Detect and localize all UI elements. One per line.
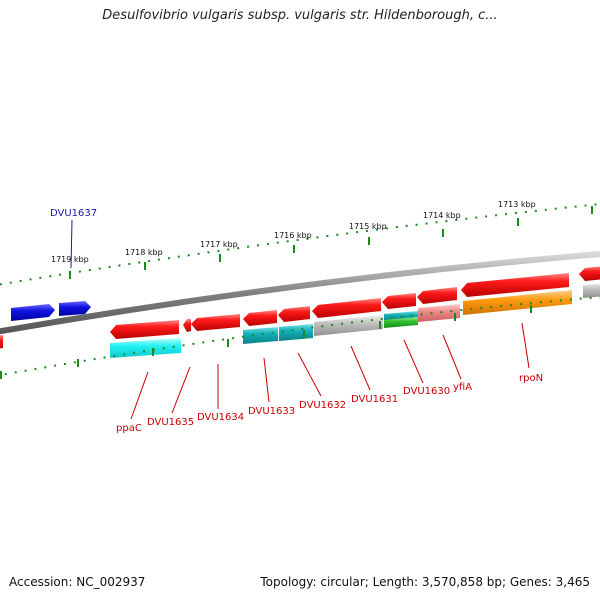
gene-arrow-dvu1630[interactable] [382,293,416,309]
gene-arrow-right-edge[interactable] [579,266,600,281]
gene-label-dvu1637[interactable]: DVU1637 [50,208,97,219]
gene-arrow-ppac[interactable] [110,320,179,339]
ruler-label-1719: 1719 kbp [51,255,89,264]
gene-arrow-yfia[interactable] [417,287,457,304]
gene-label-dvu1634[interactable]: DVU1634 [197,412,244,423]
genome-backbone [0,251,600,335]
gene-arrow-rpon[interactable] [461,273,569,297]
ruler-label-1715: 1715 kbp [349,222,387,231]
gene-arrow-dvu1634[interactable] [191,314,240,331]
category-bar-pink-yfia[interactable] [418,304,460,322]
ruler-label-1717: 1717 kbp [200,240,238,249]
ruler-label-1716: 1716 kbp [274,231,312,240]
gene-label-dvu1632[interactable]: DVU1632 [299,400,346,411]
gene-label-dvu1631[interactable]: DVU1631 [351,394,398,405]
inner-ruler [0,296,600,379]
outer-ruler-dots [0,203,600,286]
category-bar-gray-1631[interactable] [314,315,383,336]
gene-arrow-dvu1635[interactable] [183,319,191,332]
outer-ruler: 1719 kbp 1718 kbp 1717 kbp 1716 kbp 1715… [0,200,600,286]
category-bar-gray-edge[interactable] [583,283,600,298]
gene-arrow-blue-2[interactable] [59,301,91,316]
gene-label-rpon[interactable]: rpoN [519,373,543,384]
gene-label-dvu1635[interactable]: DVU1635 [147,417,194,428]
ruler-label-1714: 1714 kbp [423,211,461,220]
gene-arrow-dvu1633[interactable] [243,310,277,326]
category-bar-orange-rpon[interactable] [463,290,572,315]
leader-dvu1633 [263,357,270,403]
leader-yfia [442,334,462,380]
gene-label-yfia[interactable]: yfiA [453,382,472,393]
leader-dvu1632 [297,352,322,397]
category-bar-cyan-ppac[interactable] [110,338,181,358]
ruler-label-1718: 1718 kbp [125,248,163,257]
leader-rpon [521,322,530,369]
leader-dvu1630 [403,339,424,384]
category-bar-teal-1633[interactable] [243,327,278,344]
ruler-label-1713: 1713 kbp [498,200,536,209]
accession-text: Accession: NC_002937 [9,575,146,589]
gene-arrow-blue-1[interactable] [11,304,55,321]
gene-arrow-dvu1632[interactable] [278,306,310,322]
leader-dvu1635 [171,366,191,414]
gene-label-ppac[interactable]: ppaC [116,423,142,434]
genome-summary-text: Topology: circular; Length: 3,570,858 bp… [260,575,590,589]
map-title: Desulfovibrio vulgaris subsp. vulgaris s… [102,8,498,23]
category-bar-teal-1632[interactable] [279,324,313,341]
leader-dvu1631 [350,345,371,391]
gene-arrow-dvu1631[interactable] [312,298,381,318]
leader-lines [130,322,530,420]
leader-ppac [130,371,149,420]
category-bar-green-1630[interactable] [384,317,418,328]
gene-arrow-left-edge[interactable] [0,335,3,349]
gene-label-dvu1633[interactable]: DVU1633 [248,406,295,417]
gene-label-dvu1630[interactable]: DVU1630 [403,386,450,397]
leader-dvu1637 [70,219,73,269]
